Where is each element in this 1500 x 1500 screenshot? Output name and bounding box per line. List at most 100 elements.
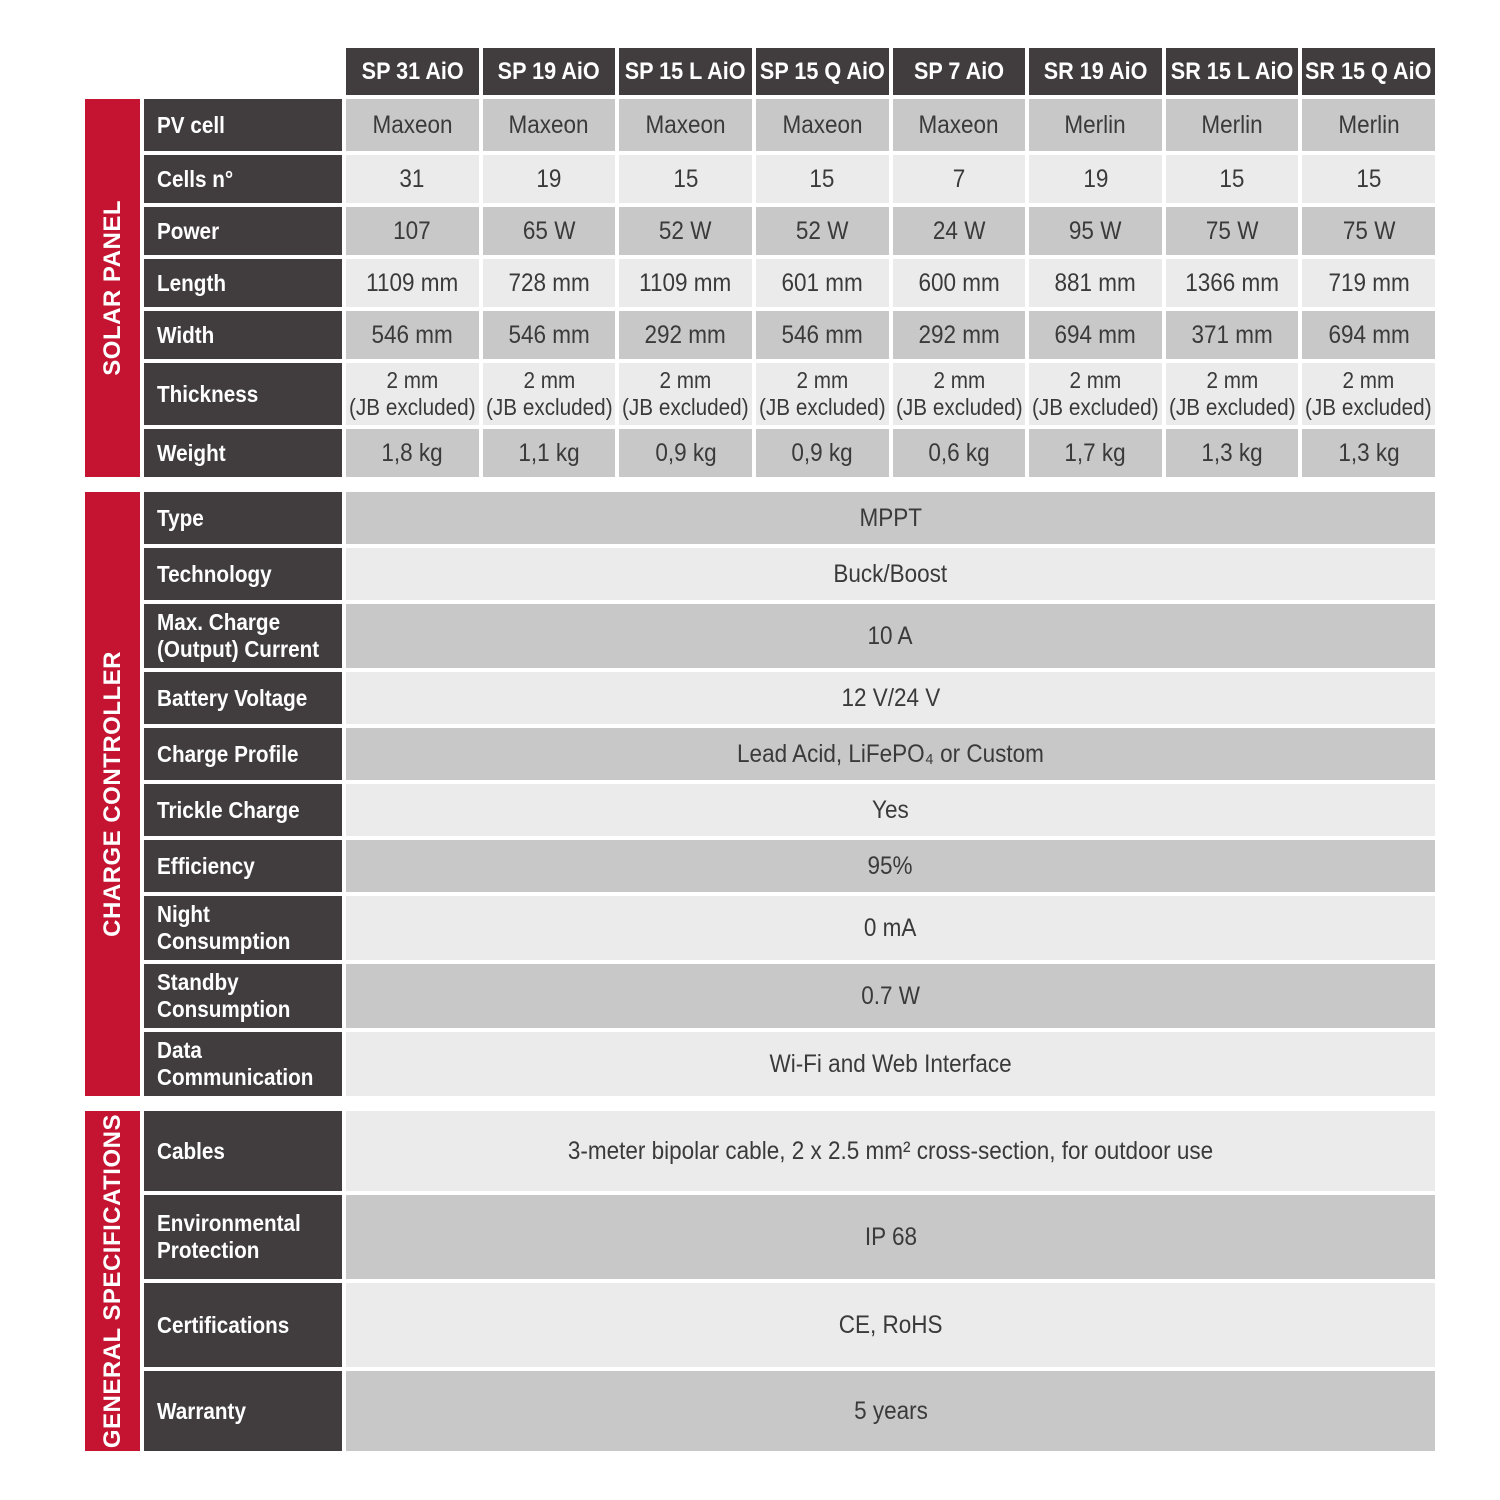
spec-cell: 728 mm [482, 259, 616, 307]
spec-cell: 292 mm [892, 311, 1026, 359]
spacer [144, 48, 342, 95]
product-header: SR 15 Q AiO [1302, 48, 1435, 95]
spec-cell: 65 W [482, 207, 616, 255]
spec-cell: Maxeon [619, 99, 752, 151]
product-name: SP 31 AiO [361, 57, 464, 85]
spec-cell: 75 W [1302, 207, 1435, 255]
spec-cell: 546 mm [755, 311, 889, 359]
row-label-data-communication: Data Communication [144, 1032, 342, 1096]
row-label-charge-profile: Charge Profile [144, 728, 342, 780]
row-label-environmental-protection: Environmental Protection [144, 1195, 342, 1279]
spec-cell: 546 mm [482, 311, 616, 359]
spec-cell: 15 [755, 155, 889, 203]
section-band-general-specifications: GENERAL SPECIFICATIONS [85, 1111, 140, 1451]
spec-cell: 0,9 kg [755, 429, 889, 477]
row-label-efficiency: Efficiency [144, 840, 342, 892]
row-label-power: Power [144, 207, 342, 255]
row-label-trickle-charge: Trickle Charge [144, 784, 342, 836]
spec-value: 12 V/24 V [346, 672, 1435, 724]
spec-cell: 881 mm [1029, 259, 1162, 307]
product-name: SR 15 Q AiO [1305, 57, 1432, 85]
spec-cell: 600 mm [892, 259, 1026, 307]
spec-cell: 2 mm (JB excluded) [1165, 363, 1299, 425]
spec-cell: 694 mm [1302, 311, 1435, 359]
spec-value: IP 68 [346, 1195, 1435, 1279]
product-name: SP 15 Q AiO [759, 57, 885, 85]
product-name: SP 19 AiO [497, 57, 600, 85]
section-band-label: CHARGE CONTROLLER [98, 651, 126, 937]
spec-cell: 2 mm (JB excluded) [755, 363, 889, 425]
product-header-row: SP 31 AiO SP 19 AiO SP 15 L AiO SP 15 Q … [85, 48, 1435, 95]
section-charge-controller: CHARGE CONTROLLER Type MPPT Technology B… [85, 492, 1435, 1096]
row-label-type: Type [144, 492, 342, 544]
product-header: SP 19 AiO [482, 48, 616, 95]
spec-value: Buck/Boost [346, 548, 1435, 600]
spec-cell: 2 mm (JB excluded) [619, 363, 752, 425]
spec-cell: Maxeon [482, 99, 616, 151]
spec-value: 5 years [346, 1371, 1435, 1451]
spec-cell: 75 W [1165, 207, 1299, 255]
spec-cell: 31 [346, 155, 479, 203]
spec-cell: 52 W [755, 207, 889, 255]
spec-cell: 15 [1302, 155, 1435, 203]
spec-value: 10 A [346, 604, 1435, 668]
product-name: SP 15 L AiO [625, 57, 747, 85]
spec-cell: 15 [619, 155, 752, 203]
product-name: SR 19 AiO [1043, 57, 1148, 85]
section-solar-panel: SOLAR PANEL PV cell Maxeon Maxeon Maxeon… [85, 99, 1435, 477]
product-header: SR 19 AiO [1029, 48, 1162, 95]
spec-cell: Maxeon [892, 99, 1026, 151]
spec-cell: 24 W [892, 207, 1026, 255]
spec-cell: 2 mm (JB excluded) [1029, 363, 1162, 425]
spec-cell: 694 mm [1029, 311, 1162, 359]
spec-value: Wi-Fi and Web Interface [346, 1032, 1435, 1096]
spec-value: 95% [346, 840, 1435, 892]
product-name: SR 15 L AiO [1170, 57, 1294, 85]
spec-cell: Merlin [1302, 99, 1435, 151]
spec-cell: 7 [892, 155, 1026, 203]
row-label-technology: Technology [144, 548, 342, 600]
spec-cell: 719 mm [1302, 259, 1435, 307]
spec-value: CE, RoHS [346, 1283, 1435, 1367]
spec-cell: 2 mm (JB excluded) [1302, 363, 1435, 425]
spec-cell: 1109 mm [346, 259, 479, 307]
spec-cell: 2 mm (JB excluded) [482, 363, 616, 425]
product-header: SP 15 L AiO [619, 48, 752, 95]
spec-cell: 1366 mm [1165, 259, 1299, 307]
row-label-weight: Weight [144, 429, 342, 477]
spec-cell: Merlin [1029, 99, 1162, 151]
spec-cell: 107 [346, 207, 479, 255]
product-header: SP 15 Q AiO [755, 48, 889, 95]
spec-cell: 1,3 kg [1302, 429, 1435, 477]
spec-cell: 2 mm (JB excluded) [346, 363, 479, 425]
product-header: SR 15 L AiO [1165, 48, 1299, 95]
spec-cell: 1,3 kg [1165, 429, 1299, 477]
section-band-solar-panel: SOLAR PANEL [85, 99, 140, 477]
spec-value: MPPT [346, 492, 1435, 544]
row-label-cells-n: Cells n° [144, 155, 342, 203]
row-label-night-consumption: Night Consumption [144, 896, 342, 960]
spec-cell: 15 [1165, 155, 1299, 203]
spec-cell: 52 W [619, 207, 752, 255]
spec-cell: 0,6 kg [892, 429, 1026, 477]
row-label-cables: Cables [144, 1111, 342, 1191]
spacer [85, 48, 140, 95]
section-band-label: GENERAL SPECIFICATIONS [98, 1113, 126, 1449]
spec-cell: 371 mm [1165, 311, 1299, 359]
product-name: SP 7 AiO [913, 57, 1004, 85]
spec-cell: 0,9 kg [619, 429, 752, 477]
row-label-certifications: Certifications [144, 1283, 342, 1367]
row-label-width: Width [144, 311, 342, 359]
row-label-standby-consumption: Standby Consumption [144, 964, 342, 1028]
product-header: SP 31 AiO [346, 48, 479, 95]
row-label-max-charge-current: Max. Charge (Output) Current [144, 604, 342, 668]
row-label-battery-voltage: Battery Voltage [144, 672, 342, 724]
spec-cell: Merlin [1165, 99, 1299, 151]
spec-cell: 19 [482, 155, 616, 203]
spec-cell: Maxeon [755, 99, 889, 151]
row-label-thickness: Thickness [144, 363, 342, 425]
spec-cell: 601 mm [755, 259, 889, 307]
row-label-pv-cell: PV cell [144, 99, 342, 151]
spec-value: Lead Acid, LiFePO₄ or Custom [346, 728, 1435, 780]
spec-cell: Maxeon [346, 99, 479, 151]
